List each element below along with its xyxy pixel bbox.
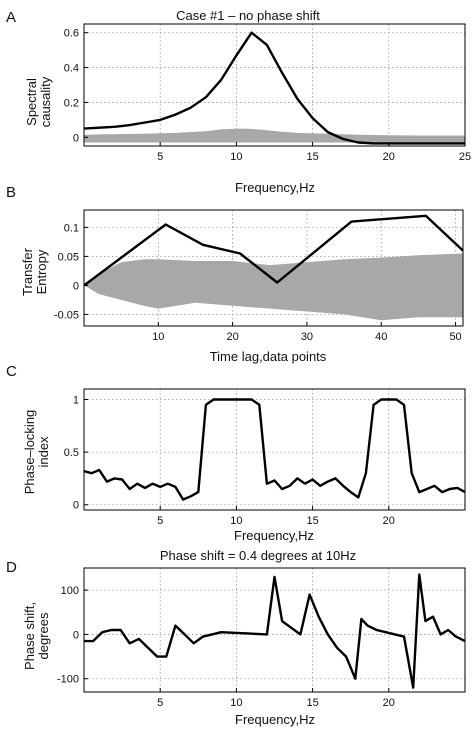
panel-a-xtick-label: 25: [459, 151, 471, 163]
panel-c-axes-frame: [83, 388, 466, 511]
panel-b-ytick-label: 0.05: [58, 251, 79, 263]
panel-d-xlabel: Frequency,Hz: [235, 712, 315, 727]
panel-a-ytick-label: 0: [73, 132, 79, 144]
panel-b-xtick-label: 20: [227, 331, 239, 343]
panel-b: B 10 20 30 40 50 -0.05 0 0.05 0.1 Time lag,data …: [6, 184, 464, 364]
panel-c: C 5 10 15 20 0 0.5 1 Frequency,Hz Phase–lockin…: [6, 363, 466, 543]
panel-d-xtick-label: 10: [230, 697, 242, 709]
panel-b-ylabel-line1: Transfer: [20, 247, 35, 296]
panel-a-ytick-label: 0.2: [64, 97, 79, 109]
panel-b-ytick-label: 0: [73, 280, 79, 292]
panel-a-xlabel: Frequency,Hz: [235, 180, 315, 195]
panel-c-ytick-label: 0.5: [64, 447, 79, 459]
panel-letter-a: A: [6, 9, 16, 26]
panel-d-ylabel-line2: degrees: [36, 612, 51, 659]
panel-c-xtick-label: 10: [230, 515, 242, 527]
panel-a-xtick-label: 20: [383, 151, 395, 163]
panel-d-ytick-label: 100: [61, 585, 79, 597]
panel-b-ytick-label: -0.05: [54, 309, 79, 321]
panel-c-ytick-label: 0: [73, 500, 79, 512]
panel-letter-b: B: [6, 184, 16, 201]
panel-c-ylabel-line2: index: [36, 436, 51, 468]
panel-a-xtick-label: 10: [230, 151, 242, 163]
panel-d-series-line: [84, 573, 466, 689]
panel-letter-c: C: [6, 363, 17, 380]
panel-b-plot: 10 20 30 40 50 -0.05 0 0.05 0.1: [54, 209, 464, 343]
panel-a-xtick-label: 15: [306, 151, 318, 163]
panel-c-series-line: [83, 398, 466, 501]
panel-d-axes-frame: [83, 567, 466, 693]
panel-a: A Case #1 – no phase shift 5 10 15 20 25 0 0.2…: [6, 8, 471, 195]
panel-d-xtick-label: 20: [383, 697, 395, 709]
panel-d-title: Phase shift = 0.4 degrees at 10Hz: [160, 548, 356, 563]
panel-a-ytick-label: 0.6: [64, 28, 79, 40]
panel-a-title: Case #1 – no phase shift: [176, 8, 320, 23]
panel-d: D Phase shift = 0.4 degrees at 10Hz 5 10 1…: [6, 548, 466, 727]
panel-d-xtick-label: 5: [157, 697, 163, 709]
panel-b-xtick-label: 40: [375, 331, 387, 343]
panel-b-axes-frame: [83, 209, 464, 327]
panel-a-plot: 5 10 15 20 25 0 0.2 0.4 0.6: [64, 23, 471, 163]
panel-b-series-line: [83, 214, 464, 287]
panel-b-ytick-label: 0.1: [64, 222, 79, 234]
panel-a-significance-band: [84, 128, 465, 143]
panel-a-axes-frame: [83, 23, 466, 147]
panel-c-xtick-label: 5: [157, 515, 163, 527]
panel-b-xlabel: Time lag,data points: [210, 349, 327, 364]
panel-a-ylabel-line1: Spectral: [24, 78, 39, 126]
panel-a-series-line: [83, 31, 465, 145]
panel-c-ytick-label: 1: [73, 395, 79, 407]
panel-b-xtick-label: 30: [301, 331, 313, 343]
panel-b-xtick-label: 50: [449, 331, 461, 343]
panel-c-plot: 5 10 15 20 0 0.5 1: [64, 388, 466, 527]
panel-b-significance-band: [84, 253, 463, 321]
panel-d-plot: 5 10 15 20 -100 0 100: [57, 567, 466, 709]
panel-c-xlabel: Frequency,Hz: [234, 528, 314, 543]
panel-a-xtick-label: 5: [157, 151, 163, 163]
panel-b-xtick-label: 10: [152, 331, 164, 343]
panel-c-ylabel-line1: Phase–locking: [22, 410, 37, 495]
panel-d-xtick-label: 15: [306, 697, 318, 709]
panel-d-ylabel-line1: Phase shift,: [22, 602, 37, 670]
panel-letter-d: D: [6, 559, 17, 576]
panel-d-ytick-label: 0: [73, 629, 79, 641]
panel-d-ytick-label: -100: [57, 674, 79, 686]
panel-a-ytick-label: 0.4: [64, 63, 79, 75]
panel-a-ylabel-line2: causality: [38, 76, 53, 127]
panel-c-xtick-label: 15: [306, 515, 318, 527]
panel-c-xtick-label: 20: [383, 515, 395, 527]
panel-b-ylabel-line2: Entropy: [34, 249, 49, 294]
